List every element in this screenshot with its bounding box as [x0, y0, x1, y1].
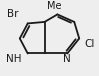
- Text: NH: NH: [6, 54, 22, 64]
- Text: N: N: [63, 54, 71, 64]
- Text: Me: Me: [47, 1, 62, 11]
- Text: Cl: Cl: [84, 39, 94, 49]
- Text: Br: Br: [7, 9, 19, 19]
